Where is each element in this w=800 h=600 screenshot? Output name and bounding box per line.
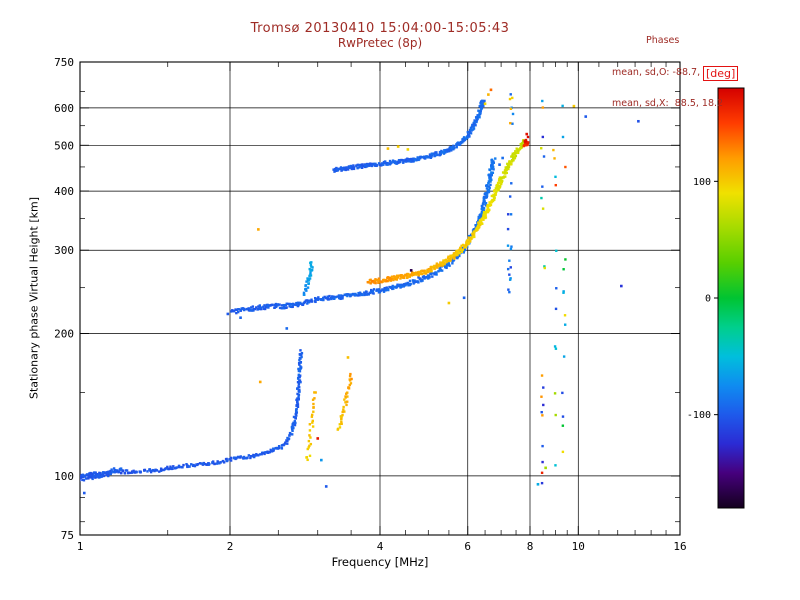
chart-subtitle: RwPretec (8p): [337, 36, 423, 50]
svg-text:6: 6: [464, 540, 471, 553]
svg-text:2: 2: [227, 540, 234, 553]
svg-text:16: 16: [673, 540, 686, 553]
svg-text:-100: -100: [687, 410, 711, 421]
svg-text:200: 200: [54, 328, 74, 341]
phase-stats-x-mode: mean, sd,X: 88.5, 18.2: [612, 98, 724, 109]
svg-text:1: 1: [77, 540, 84, 553]
colorbar-label: [deg]: [703, 66, 739, 81]
svg-text:4: 4: [377, 540, 384, 553]
svg-text:10: 10: [572, 540, 585, 553]
svg-text:500: 500: [54, 139, 74, 152]
svg-text:400: 400: [54, 185, 74, 198]
svg-text:750: 750: [54, 56, 74, 69]
svg-text:8: 8: [527, 540, 534, 553]
phase-stats-header: Phases: [646, 35, 680, 46]
svg-text:0: 0: [705, 294, 711, 305]
svg-text:300: 300: [54, 244, 74, 257]
svg-text:600: 600: [54, 102, 74, 115]
y-axis-label: Stationary phase Virtual Height [km]: [27, 196, 41, 400]
svg-text:100: 100: [54, 470, 74, 483]
svg-text:100: 100: [693, 177, 711, 188]
x-axis-label: Frequency [MHz]: [331, 555, 429, 569]
svg-text:75: 75: [61, 529, 74, 542]
page-title: Tromsø 20130410 15:04:00-15:05:43: [250, 21, 510, 36]
